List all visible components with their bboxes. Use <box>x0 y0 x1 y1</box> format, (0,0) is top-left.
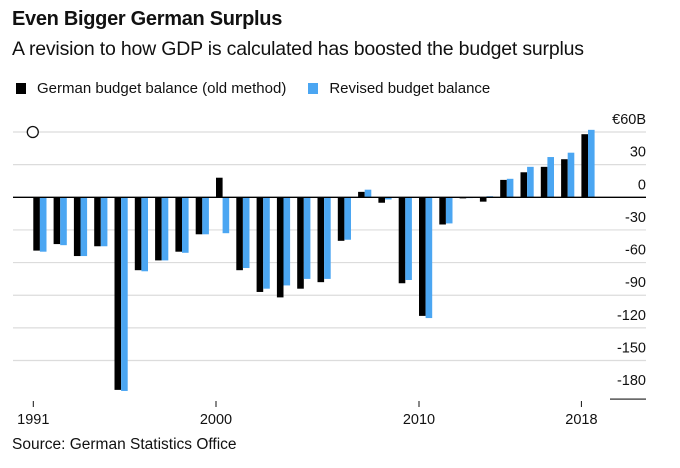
circle-marker <box>26 125 39 139</box>
y-tick-label: -180 <box>617 373 646 389</box>
x-axis-ticks: 1991 2000 2010 2018 <box>17 401 598 428</box>
bar-revised-1995 <box>121 197 128 391</box>
bar-revised-2014 <box>506 178 514 198</box>
source-note: Source: German Statistics Office <box>12 436 237 453</box>
bar-old-method-2016 <box>540 166 548 198</box>
bar-old-method-2004 <box>297 197 304 289</box>
x-tick-label: 2018 <box>565 412 597 428</box>
bar-revised-2006 <box>344 197 351 240</box>
bar-revised-2015 <box>527 166 534 198</box>
bar-old-method-2001 <box>236 197 243 271</box>
bar-revised-2010 <box>425 197 433 319</box>
bar-revised-1999 <box>202 197 209 235</box>
legend-label-old-method: German budget balance (old method) <box>37 80 287 97</box>
bar-revised-1993 <box>80 197 88 257</box>
bar-old-method-2002 <box>256 197 264 292</box>
bar-revised-1991 <box>39 197 47 252</box>
bar-old-method-2017 <box>561 159 568 198</box>
legend: German budget balance (old method) Revis… <box>16 80 512 97</box>
y-axis-labels: €60B 30 0 -30 -60 -90 -120 -150 -180 <box>612 112 646 389</box>
bar-revised-2004 <box>303 197 311 279</box>
bar-revised-2000 <box>222 197 230 234</box>
bar-old-method-1994 <box>94 197 101 247</box>
bar-old-method-2011 <box>439 197 446 225</box>
bar-old-method-2008 <box>378 197 385 203</box>
bar-revised-2009 <box>405 197 412 280</box>
bar-old-method-2005 <box>317 197 325 283</box>
legend-item-revised: Revised budget balance <box>308 80 490 97</box>
y-tick-label: -120 <box>617 308 646 324</box>
bar-revised-2011 <box>445 197 453 224</box>
chart-subtitle: A revision to how GDP is calculated has … <box>12 38 584 60</box>
legend-swatch-revised <box>308 83 319 94</box>
bar-old-method-1993 <box>73 197 81 257</box>
bar-revised-1998 <box>182 197 189 253</box>
bar-old-method-2000 <box>216 177 223 198</box>
bar-old-method-2018 <box>581 134 588 198</box>
bar-old-method-1992 <box>53 197 61 245</box>
bar-old-method-1998 <box>175 197 182 252</box>
y-tick-label: €60B <box>612 112 646 128</box>
bar-revised-2018 <box>588 129 595 198</box>
y-tick-label: -60 <box>625 243 646 259</box>
bar-old-method-1991 <box>33 197 40 251</box>
bar-revised-1992 <box>60 197 67 246</box>
y-tick-label: 0 <box>638 177 646 193</box>
bar-revised-2016 <box>547 157 554 198</box>
x-tick-label: 2010 <box>403 412 435 428</box>
bar-old-method-1997 <box>155 197 162 261</box>
bar-revised-1996 <box>141 197 148 272</box>
y-tick-label: -30 <box>625 210 646 226</box>
bar-revised-2008 <box>385 197 392 200</box>
bar-old-method-2003 <box>276 197 284 298</box>
bar-old-method-1999 <box>195 197 203 235</box>
bar-revised-2005 <box>324 197 331 279</box>
chart-title: Even Bigger German Surplus <box>12 8 283 30</box>
bar-old-method-1995 <box>114 197 122 390</box>
bar-revised-1997 <box>161 197 169 261</box>
bar-old-method-1996 <box>134 197 142 271</box>
bar-old-method-2009 <box>398 197 406 284</box>
bars <box>33 129 595 391</box>
x-tick-label: 1991 <box>17 412 49 428</box>
bar-revised-2017 <box>567 152 575 198</box>
bar-old-method-2014 <box>500 179 507 198</box>
y-tick-label: 30 <box>630 145 646 161</box>
y-tick-label: -90 <box>625 275 646 291</box>
legend-label-revised: Revised budget balance <box>329 80 491 97</box>
bar-old-method-2015 <box>520 172 528 198</box>
bar-revised-2001 <box>242 197 250 269</box>
legend-swatch-old-method <box>16 83 26 94</box>
bar-revised-2002 <box>263 197 270 289</box>
bar-old-method-2010 <box>419 197 426 316</box>
bar-revised-2003 <box>283 197 291 286</box>
bar-old-method-2013 <box>479 197 487 202</box>
legend-item-old-method: German budget balance (old method) <box>16 80 286 97</box>
x-tick-label: 2000 <box>200 412 232 428</box>
bar-old-method-2006 <box>337 197 345 241</box>
y-tick-label: -150 <box>617 341 646 357</box>
bar-old-method-2007 <box>358 191 365 198</box>
annotations <box>26 125 39 139</box>
bar-revised-1994 <box>100 197 108 247</box>
bar-revised-2007 <box>364 189 372 198</box>
